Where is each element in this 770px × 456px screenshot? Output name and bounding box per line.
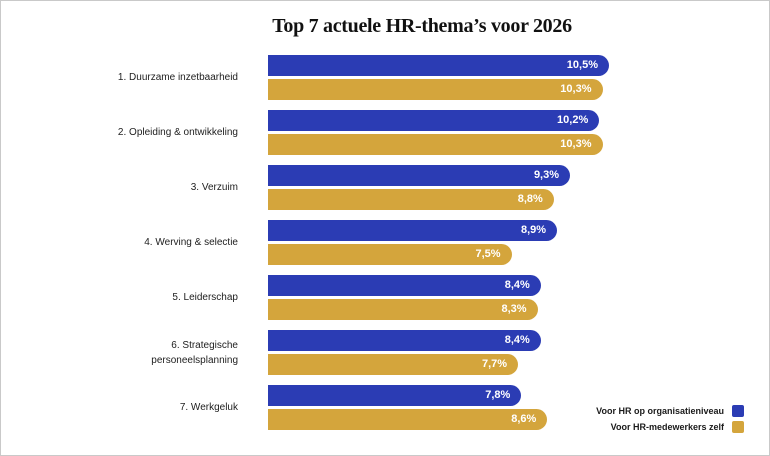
bar-group: 8,4% 7,7% [268,330,609,375]
bar-hr-organisatieniveau: 10,2% [268,110,600,131]
bar-value-label: 10,3% [560,138,592,150]
bar-group: 8,4% 8,3% [268,275,609,320]
chart-row: 4. Werving & selectie 8,9% 7,5% [1,220,769,265]
bar-value-label: 8,4% [504,279,530,291]
bar-hr-organisatieniveau: 9,3% [268,165,571,186]
bar-group: 7,8% 8,6% [268,385,609,430]
bar-group: 9,3% 8,8% [268,165,609,210]
bar-value-label: 7,8% [485,389,511,401]
category-label: 6. Strategische personeelsplanning [151,339,238,366]
bar-hr-medewerkers: 7,7% [268,354,519,375]
bar-hr-organisatieniveau: 8,4% [268,275,541,296]
legend-swatch-blue [732,405,744,417]
category-label: 7. Werkgeluk [179,402,238,413]
category-label: 5. Leiderschap [172,292,238,303]
bar-chart: 1. Duurzame inzetbaarheid 10,5% 10,3% 2.… [1,55,769,430]
bar-hr-medewerkers: 8,6% [268,409,548,430]
bar-value-label: 9,3% [533,169,560,181]
bar-value-label: 7,7% [481,358,508,370]
category-label: 1. Duurzame inzetbaarheid [117,72,238,83]
bar-value-label: 10,2% [557,114,589,126]
bar-value-label: 10,3% [560,83,592,95]
legend-label: Voor HR-medewerkers zelf [610,422,724,432]
bar-value-label: 8,9% [520,224,547,236]
bar-hr-organisatieniveau: 7,8% [268,385,522,406]
chart-title: Top 7 actuele HR-thema’s voor 2026 [272,15,572,37]
bar-group: 8,9% 7,5% [268,220,609,265]
category-label: 3. Verzuim [190,182,238,193]
bar-hr-medewerkers: 10,3% [268,134,603,155]
chart-row: 3. Verzuim 9,3% 8,8% [1,165,769,210]
bar-value-label: 8,3% [501,303,527,315]
legend-swatch-gold [732,421,744,433]
legend-item: Voor HR-medewerkers zelf [611,421,744,433]
bar-value-label: 7,5% [475,248,501,260]
chart-row: 1. Duurzame inzetbaarheid 10,5% 10,3% [1,55,769,100]
bar-hr-medewerkers: 8,8% [268,189,554,210]
bar-value-label: 8,8% [517,193,543,205]
bar-value-label: 8,6% [511,413,537,425]
bar-hr-organisatieniveau: 8,9% [268,220,558,241]
bar-hr-medewerkers: 10,3% [268,79,603,100]
legend: Voor HR op organisatieniveau Voor HR-med… [596,405,744,433]
category-label: 2. Opleiding & ontwikkeling [117,127,238,138]
bar-group: 10,2% 10,3% [268,110,609,155]
chart-row: 7. Werkgeluk 7,8% 8,6% [1,385,769,430]
bar-hr-organisatieniveau: 10,5% [268,55,609,76]
legend-item: Voor HR op organisatieniveau [596,405,744,417]
chart-row: 5. Leiderschap 8,4% 8,3% [1,275,769,320]
bar-hr-organisatieniveau: 8,4% [268,330,541,351]
legend-label: Voor HR op organisatieniveau [596,406,724,416]
bar-group: 10,5% 10,3% [268,55,609,100]
bar-value-label: 8,4% [504,334,530,346]
bar-value-label: 10,5% [566,59,598,71]
category-label: 4. Werving & selectie [144,237,238,248]
chart-row: 2. Opleiding & ontwikkeling 10,2% 10,3% [1,110,769,155]
bar-hr-medewerkers: 7,5% [268,244,512,265]
bar-hr-medewerkers: 8,3% [268,299,538,320]
chart-row: 6. Strategische personeelsplanning 8,4% … [1,330,769,375]
